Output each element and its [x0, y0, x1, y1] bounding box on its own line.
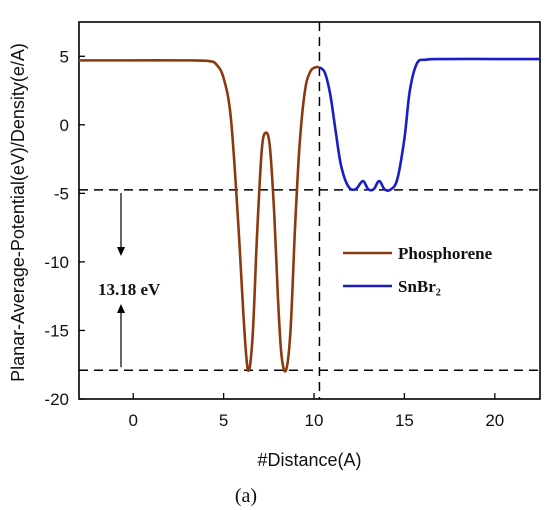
legend-label-snbr2: SnBr₂ [398, 277, 441, 296]
panel-label: (a) [235, 485, 257, 507]
series-line-0 [79, 59, 320, 373]
x-tick-label: 0 [129, 411, 138, 430]
x-tick-label: 20 [485, 411, 504, 430]
y-axis-label: Planar-Average-Potential(eV)/Density(e/A… [8, 43, 28, 382]
series-layer [79, 57, 540, 373]
y-tick-label: -15 [44, 321, 69, 340]
arrow-up-head [117, 304, 125, 313]
legend: Phosphorene SnBr₂ [343, 244, 493, 296]
y-tick-label: 0 [60, 116, 69, 135]
x-axis-ticks: 0 5 10 15 20 [129, 393, 504, 430]
gap-annotation: 13.18 eV [98, 192, 161, 368]
y-axis-ticks: 5 0 -5 -10 -15 -20 [44, 47, 85, 409]
arrow-down-head [117, 247, 125, 256]
x-axis-label: #Distance(A) [257, 450, 361, 470]
y-tick-label: 5 [60, 47, 69, 66]
legend-label-phosphorene: Phosphorene [398, 244, 493, 263]
y-tick-label: -5 [54, 184, 69, 203]
x-tick-label: 5 [219, 411, 228, 430]
x-tick-label: 10 [305, 411, 324, 430]
reference-lines [79, 22, 540, 399]
y-tick-label: -20 [44, 390, 69, 409]
series-line-1 [318, 57, 540, 193]
plot-area-frame [78, 21, 541, 400]
y-tick-label: -10 [44, 253, 69, 272]
gap-annotation-label: 13.18 eV [98, 280, 161, 299]
x-tick-label: 15 [395, 411, 414, 430]
